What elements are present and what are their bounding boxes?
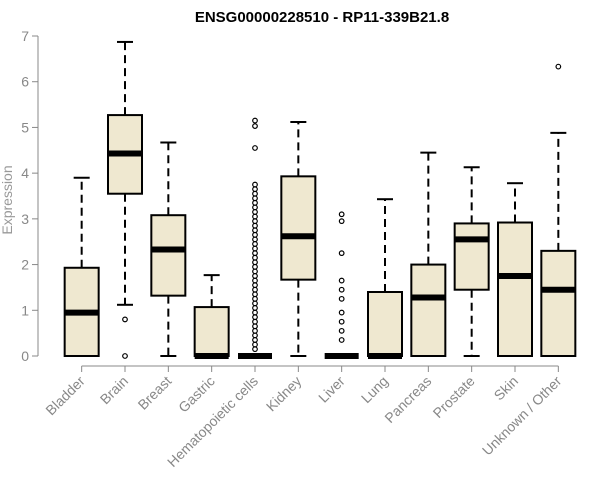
outlier-point — [338, 327, 345, 334]
x-tick-label: Gastric — [175, 373, 218, 416]
outlier-point — [122, 316, 128, 323]
y-tick-label: 3 — [21, 211, 29, 227]
box-bladder — [63, 176, 100, 357]
outlier-point — [252, 181, 258, 188]
outlier-point — [252, 199, 258, 206]
x-tick-label: Kidney — [263, 373, 305, 415]
box-gastric — [193, 274, 230, 359]
outlier-point — [555, 63, 562, 70]
box-hematopoietic-cells — [238, 117, 272, 359]
box-body — [540, 249, 577, 358]
box-body — [280, 175, 317, 281]
outlier-point — [252, 245, 258, 252]
box-lung — [367, 198, 403, 359]
y-tick-label: 2 — [21, 257, 29, 273]
outlier-point — [252, 346, 258, 353]
y-axis-label: Expression — [0, 165, 15, 234]
box-prostate — [453, 166, 490, 357]
outlier-point — [338, 309, 345, 316]
x-tick-label: Prostate — [430, 373, 478, 421]
outlier-point — [252, 231, 258, 238]
outlier-point — [338, 286, 345, 293]
outlier-point — [252, 204, 258, 211]
outlier-point — [252, 254, 258, 261]
outlier-point — [338, 337, 345, 343]
x-tick-label: Bladder — [42, 373, 88, 419]
outlier-point — [252, 209, 258, 215]
outlier-point — [252, 300, 258, 307]
y-tick-label: 5 — [21, 119, 29, 135]
box-kidney — [280, 120, 317, 357]
box-body — [367, 291, 403, 357]
x-tick-label: Breast — [135, 373, 175, 413]
outlier-point — [252, 277, 258, 284]
outlier-point — [252, 186, 258, 193]
outlier-point — [338, 277, 345, 284]
outlier-point — [252, 227, 258, 234]
outlier-point — [252, 273, 258, 279]
outlier-point — [252, 332, 258, 339]
box-breast — [150, 141, 187, 357]
x-tick-label: Lung — [358, 373, 391, 406]
outlier-point — [252, 327, 258, 334]
outlier-point — [338, 318, 345, 325]
outlier-point — [252, 323, 258, 330]
outlier-point — [252, 222, 258, 229]
outlier-point — [252, 337, 258, 343]
outlier-point — [252, 286, 258, 293]
box-body — [497, 221, 533, 357]
x-tick-label: Skin — [491, 373, 522, 404]
outlier-point — [252, 195, 258, 202]
outlier-point — [252, 123, 258, 129]
outlier-point — [252, 117, 258, 124]
outlier-point — [338, 218, 345, 225]
x-tick-label: Liver — [315, 373, 348, 406]
outlier-point — [252, 341, 258, 348]
outlier-point — [252, 213, 258, 220]
outlier-point — [252, 314, 258, 321]
y-axis: 0 1 2 3 4 5 6 7 — [21, 28, 39, 364]
outlier-point — [252, 241, 258, 247]
outlier-point — [252, 282, 258, 289]
x-tick-label: Unknown / Other — [479, 373, 565, 459]
outlier-point — [252, 190, 258, 197]
outlier-point — [252, 291, 258, 298]
outlier-point — [252, 263, 258, 270]
outlier-point — [252, 259, 258, 266]
box-unknown-other — [540, 63, 577, 358]
outlier-point — [122, 353, 128, 359]
outlier-point — [252, 268, 258, 275]
x-tick-label: Pancreas — [381, 373, 434, 426]
outlier-point — [252, 145, 258, 151]
outlier-point — [338, 211, 345, 218]
box-body — [453, 222, 490, 291]
box-skin — [497, 182, 533, 357]
outlier-point — [252, 295, 258, 302]
x-tick-label: Brain — [97, 373, 131, 407]
chart-title: ENSG00000228510 - RP11-339B21.8 — [195, 9, 449, 26]
box-pancreas — [410, 151, 447, 358]
box-brain — [107, 40, 143, 359]
y-tick-label: 1 — [21, 302, 29, 318]
y-tick-label: 7 — [21, 28, 29, 44]
outlier-point — [252, 250, 258, 257]
y-tick-label: 0 — [21, 348, 29, 364]
outlier-point — [338, 250, 345, 257]
box-body — [410, 263, 447, 358]
outlier-point — [338, 295, 345, 302]
outlier-point — [252, 305, 258, 311]
box-liver — [324, 211, 359, 359]
outlier-point — [252, 236, 258, 243]
outlier-point — [252, 318, 258, 325]
y-tick-label: 6 — [21, 74, 29, 90]
boxes-layer — [63, 40, 577, 359]
outlier-point — [252, 218, 258, 225]
box-body — [193, 306, 230, 358]
outlier-point — [252, 309, 258, 316]
y-tick-label: 4 — [21, 165, 29, 181]
box-body — [150, 214, 187, 297]
